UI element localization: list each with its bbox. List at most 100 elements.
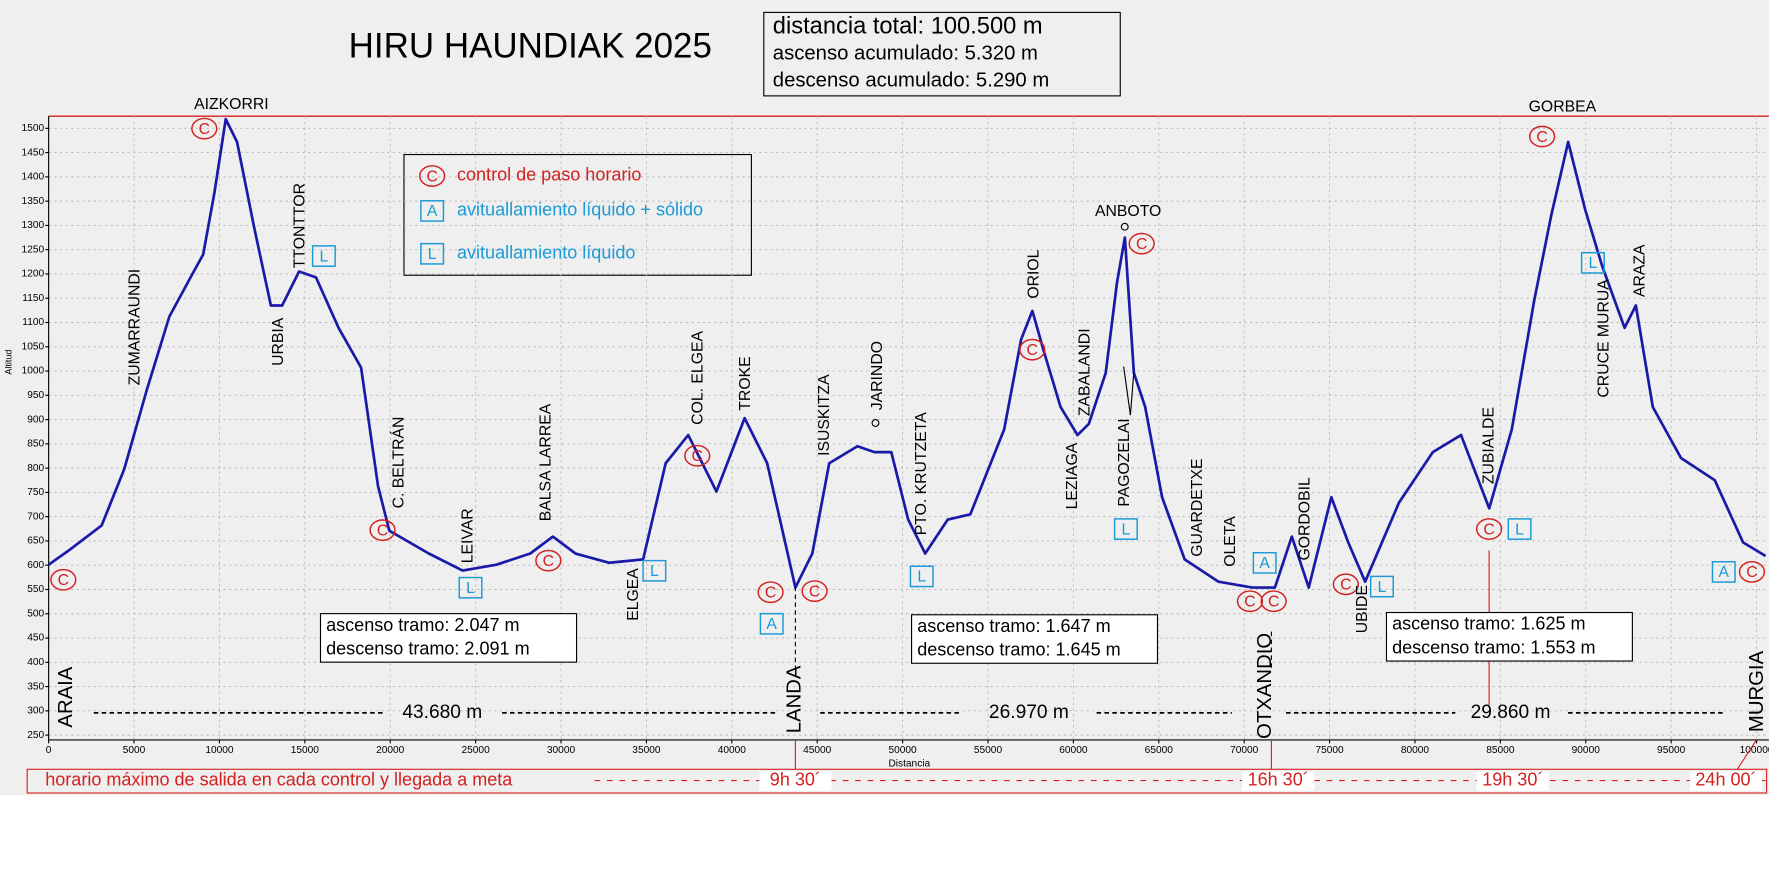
tramo-text: ascenso tramo: 2.047 m (326, 615, 519, 635)
guide-line (1123, 366, 1131, 416)
legend-box (403, 153, 752, 276)
place-label: ARAZA (1631, 244, 1648, 297)
y-tick-label: 1450 (22, 147, 45, 158)
place-label: ZABALANDI (1076, 328, 1093, 416)
place-label: ELGEA (625, 568, 642, 621)
x-tick-label: 80000 (1401, 745, 1430, 756)
marker-shape (1528, 125, 1556, 148)
place-label: TROKE (737, 356, 754, 410)
x-tick-label: 15000 (291, 745, 320, 756)
marker-symbol: L (1378, 579, 1387, 596)
y-tick-label: 300 (27, 706, 44, 717)
place-label: URBIA (270, 317, 287, 366)
marker-symbol: C (1483, 521, 1494, 538)
marker-symbol: C (1340, 577, 1351, 594)
y-tick-label: 350 (27, 681, 44, 692)
marker-shape (1260, 590, 1287, 613)
x-tick-label: 25000 (462, 745, 491, 756)
marker-symbol: L (1588, 255, 1597, 272)
x-tick-label: 70000 (1230, 745, 1259, 756)
y-tick-label: 1250 (22, 244, 45, 255)
schedule-gap (759, 771, 832, 791)
y-tick-label: 800 (27, 463, 44, 474)
summary-box (763, 11, 1121, 97)
schedule-gap (1476, 771, 1549, 791)
x-tick-label: 10000 (205, 745, 234, 756)
tramo-text: descenso tramo: 1.553 m (1392, 637, 1595, 657)
marker-shape (191, 117, 218, 140)
marker-symbol: A (766, 616, 777, 633)
peak-label: AIZKORRI (194, 96, 269, 113)
tramo-box (319, 613, 578, 663)
legend-text: control de paso horario (457, 165, 641, 185)
place-label: BALSA LARREA (537, 403, 554, 521)
place-label: GUARDETXE (1189, 458, 1206, 556)
x-tick-label: 60000 (1059, 745, 1088, 756)
place-label: PAGOZELAI (1116, 418, 1133, 506)
marker-shape (642, 559, 667, 582)
place-label: COL. ELGEA (690, 330, 707, 424)
peak-label: GORBEA (1529, 98, 1597, 115)
y-tick-label: 1350 (22, 196, 45, 207)
y-tick-label: 550 (27, 584, 44, 595)
marker-shape (909, 565, 934, 588)
marker-symbol: C (1536, 129, 1547, 146)
marker-shape (1236, 590, 1264, 613)
marker-shape (1711, 561, 1736, 583)
tramo-text: ascenso tramo: 1.647 m (917, 616, 1110, 636)
x-tick-label: 5000 (123, 745, 146, 756)
summit-dot (1120, 222, 1129, 231)
x-tick-label: 100000 (1740, 745, 1769, 756)
guide-line (1736, 739, 1757, 770)
y-axis-label: Altitud (4, 350, 14, 375)
schedule-time: 9h 30´ (770, 769, 821, 789)
place-label: JARINDO (869, 341, 886, 410)
marker-symbol: A (1259, 555, 1270, 572)
marker-shape (419, 165, 446, 187)
marker-symbol: C (1136, 236, 1147, 253)
legend-text: avituallamiento líquido (457, 243, 635, 263)
marker-symbol: C (1268, 594, 1279, 611)
marker-symbol: C (199, 121, 210, 138)
schedule-box (26, 768, 1768, 794)
y-tick-label: 1500 (22, 123, 45, 134)
x-tick-label: 95000 (1657, 745, 1686, 756)
y-tick-label: 1300 (22, 220, 45, 231)
y-tick-label: 650 (27, 536, 44, 547)
x-tick-label: 0 (46, 745, 52, 756)
town-label: OTXANDIO (1254, 633, 1276, 739)
place-label: LEZIAGA (1064, 442, 1081, 509)
y-tick-label: 900 (27, 414, 44, 425)
town-label: LANDA (784, 665, 806, 733)
marker-shape (1019, 338, 1046, 361)
x-tick-label: 40000 (718, 745, 747, 756)
x-tick-label: 65000 (1145, 745, 1174, 756)
chart-title: HIRU HAUNDIAK 2025 (349, 27, 712, 66)
tramo-box (911, 614, 1159, 664)
tramo-text: descenso tramo: 2.091 m (326, 638, 529, 658)
marker-shape (1580, 251, 1605, 274)
marker-symbol: L (917, 569, 926, 586)
marker-symbol: L (319, 248, 328, 265)
summary-line: descenso acumulado: 5.290 m (773, 70, 1049, 92)
marker-shape (535, 549, 562, 572)
y-tick-label: 1000 (22, 366, 45, 377)
elevation-line (47, 117, 1767, 589)
x-tick-label: 55000 (974, 745, 1003, 756)
marker-shape (420, 200, 445, 222)
schedule-time: 16h 30´ (1248, 769, 1309, 789)
y-tick-label: 750 (27, 487, 44, 498)
schedule-label: horario máximo de salida en cada control… (45, 769, 513, 789)
y-tick-label: 250 (27, 730, 44, 741)
place-label: ZUBIALDE (1480, 407, 1497, 484)
y-tick-label: 950 (27, 390, 44, 401)
marker-shape (759, 612, 784, 635)
marker-symbol: L (650, 563, 659, 580)
marker-symbol: A (1718, 564, 1729, 581)
y-tick-label: 1100 (22, 317, 44, 328)
place-label: GORDOBIL (1296, 477, 1313, 561)
marker-shape (1475, 518, 1503, 540)
y-tick-label: 450 (27, 633, 44, 644)
x-axis-label: Distancia (888, 758, 930, 769)
y-tick-label: 500 (27, 608, 44, 619)
